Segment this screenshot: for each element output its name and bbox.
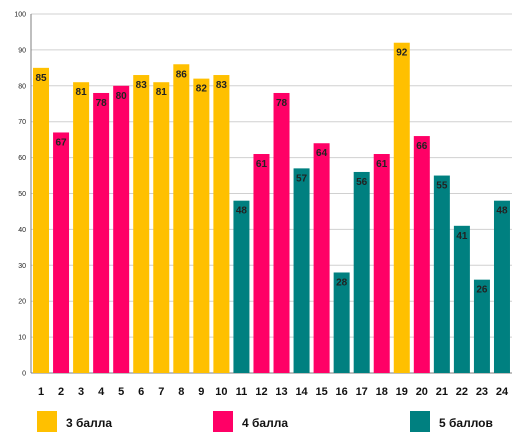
bar-15 [313,143,330,373]
data-label-1: 85 [35,73,47,84]
x-tick-label: 20 [416,386,428,398]
data-label-11: 48 [236,206,248,217]
bar-1 [33,67,50,373]
data-label-6: 83 [136,80,148,91]
bar-7 [153,82,170,374]
legend-label: 5 баллов [439,416,493,430]
bar-19 [393,42,410,373]
data-label-5: 80 [116,91,128,102]
x-tick-label: 18 [376,386,388,398]
x-tick-label: 10 [215,386,227,398]
bar-12 [253,154,270,373]
x-tick-label: 12 [255,386,267,398]
y-tick-label: 50 [18,191,26,198]
data-label-20: 66 [416,141,428,152]
data-label-13: 78 [276,98,288,109]
bar-8 [173,64,190,373]
bar-22 [453,225,470,373]
bar-13 [273,92,290,373]
x-tick-label: 5 [118,386,124,398]
y-tick-label: 20 [18,299,26,306]
legend-label: 4 балла [242,416,288,430]
x-tick-label: 3 [78,386,84,398]
y-tick-label: 0 [22,371,26,378]
data-label-23: 26 [476,285,488,296]
bar-24 [493,200,510,373]
bar-4 [93,92,110,373]
y-axis-ticks: 0 10 20 30 40 50 60 70 80 90 100 [14,12,26,378]
data-label-17: 56 [356,177,368,188]
x-tick-label: 7 [158,386,164,398]
x-tick-label: 23 [476,386,488,398]
data-label-21: 55 [436,181,448,192]
data-label-14: 57 [296,173,308,184]
y-tick-label: 90 [18,47,26,54]
bar-17 [353,171,370,373]
x-tick-label: 15 [315,386,327,398]
y-tick-label: 70 [18,119,26,126]
x-tick-label: 6 [138,386,144,398]
data-label-8: 86 [176,69,188,80]
bar-3 [73,82,90,374]
bar-9 [193,78,210,374]
x-tick-label: 8 [178,386,184,398]
bar-2 [53,132,70,373]
bar-10 [213,75,230,373]
x-tick-label: 17 [356,386,368,398]
bar-14 [293,168,310,373]
data-label-12: 61 [256,159,268,170]
data-label-18: 61 [376,159,388,170]
bar-23 [473,279,490,373]
x-tick-label: 16 [336,386,348,398]
bar-20 [413,136,430,373]
data-label-15: 64 [316,148,328,159]
gridlines [30,13,512,374]
bars [33,42,510,374]
x-tick-label: 22 [456,386,468,398]
x-tick-label: 14 [295,386,308,398]
data-label-16: 28 [336,277,348,288]
legend-swatch [37,411,57,432]
x-tick-label: 21 [436,386,448,398]
x-tick-label: 2 [58,386,64,398]
y-tick-label: 100 [14,12,26,19]
data-label-9: 82 [196,84,208,95]
bar-6 [133,75,150,373]
legend-swatch [410,411,430,432]
bar-18 [373,154,390,373]
y-tick-label: 10 [18,335,26,342]
x-axis-ticks: 1 2 3 4 5 6 7 8 9 10 11 12 13 14 15 16 17 18 19 20 21 22 23 24 [38,386,509,398]
data-label-7: 81 [156,87,168,98]
data-label-19: 92 [396,48,408,59]
x-tick-label: 4 [98,386,105,398]
data-labels: 85 67 81 78 80 83 81 86 82 83 48 61 78 57 64 28 56 61 92 66… [35,48,508,296]
bar-11 [233,200,250,373]
data-label-24: 48 [496,206,508,217]
y-tick-label: 60 [18,155,26,162]
bar-21 [433,175,450,373]
y-tick-label: 30 [18,263,26,270]
x-tick-label: 11 [236,386,248,398]
x-tick-label: 9 [198,386,204,398]
x-tick-label: 24 [496,386,509,398]
data-label-2: 67 [56,137,68,148]
legend-swatch [213,411,233,432]
y-tick-label: 80 [18,83,26,90]
legend: 3 балла 4 балла 5 баллов [37,411,493,432]
y-tick-label: 40 [18,227,26,234]
data-label-10: 83 [216,80,228,91]
legend-label: 3 балла [66,416,112,430]
x-tick-label: 13 [275,386,287,398]
bar-16 [333,272,350,373]
bar-5 [113,85,130,374]
data-label-4: 78 [96,98,108,109]
x-tick-label: 1 [38,386,44,398]
x-tick-label: 19 [396,386,408,398]
data-label-22: 41 [456,231,468,242]
data-label-3: 81 [76,87,88,98]
